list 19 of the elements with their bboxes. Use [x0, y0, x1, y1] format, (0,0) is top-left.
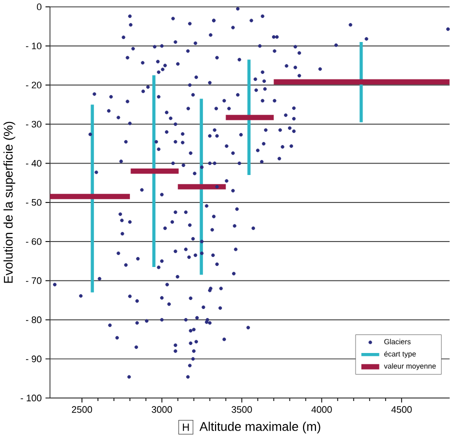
y-tick-label: - 90 — [26, 356, 42, 362]
y-axis-title: Evolution de la superficie (%) — [4, 122, 16, 283]
y-tick-label: - 60 — [26, 238, 42, 245]
text: H — [182, 424, 189, 431]
x-tick-label: 3500 — [232, 406, 252, 413]
y-tick-label: - 70 — [26, 277, 42, 284]
y-tick-label: 0 — [36, 4, 42, 10]
x-tick-label: 3000 — [152, 406, 172, 413]
y-tick-label: - 100 — [20, 394, 42, 402]
y-tick-label: - 30 — [26, 120, 42, 128]
x-tick-label: 2500 — [72, 406, 92, 413]
y-tick-label: - 10 — [26, 42, 42, 50]
y-tick-label: - 50 — [26, 199, 42, 206]
y-tick-label: - 20 — [26, 82, 42, 88]
x-tick-label: 4000 — [311, 406, 332, 413]
x-tick-label: 4500 — [391, 406, 412, 413]
x-axis-title: Altitude maximale (m) — [200, 422, 320, 434]
y-tick-label: - 80 — [26, 316, 42, 324]
y-tick-label: - 40 — [26, 160, 42, 167]
